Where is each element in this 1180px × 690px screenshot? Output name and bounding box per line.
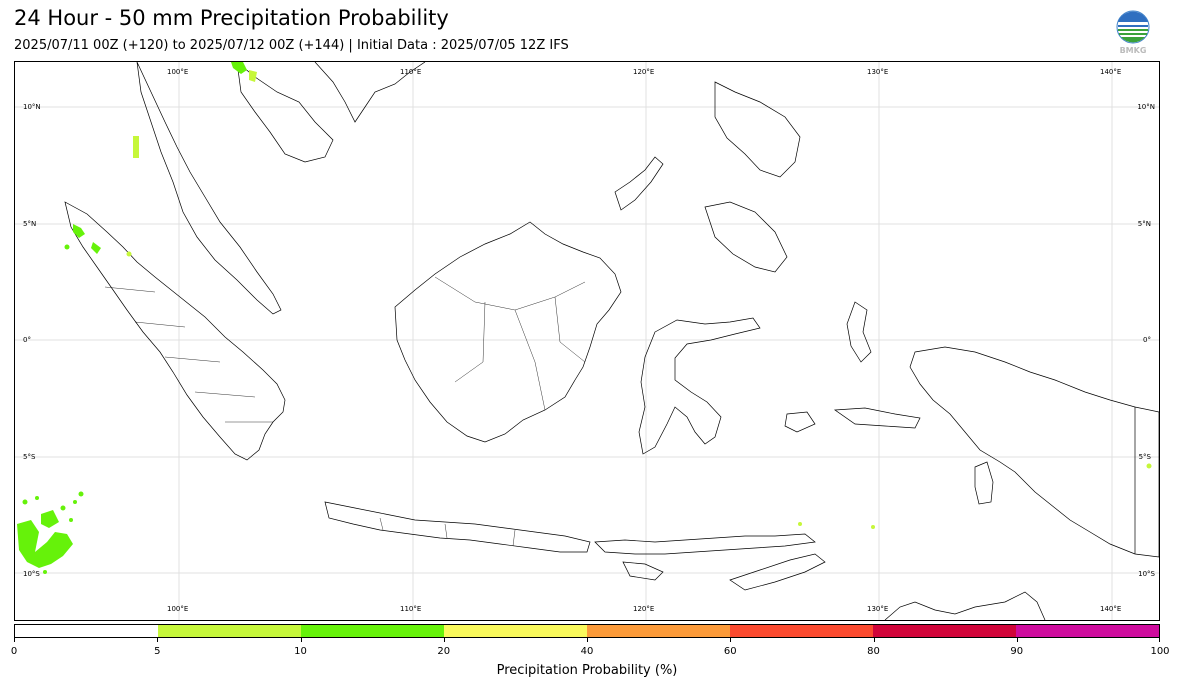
precip-patch-indian-ocean-2 [41, 510, 59, 528]
java-borders [379, 517, 516, 547]
indonesia-map: 100°E 110°E 120°E 130°E 140°E 100°E 110°… [14, 61, 1160, 621]
australia-coast [884, 591, 1046, 620]
precip-dot-6 [73, 500, 77, 504]
colorbar-tick [157, 638, 159, 642]
philippines [714, 81, 801, 178]
precip-dot-3 [22, 499, 28, 505]
sumatra-province-borders [104, 286, 273, 423]
colorbar-tick-label: 100 [1150, 646, 1170, 657]
colorbar-tick [587, 638, 588, 642]
colorbar-segment [873, 625, 1016, 637]
lesser-sunda [594, 533, 816, 555]
colorbar-segment [444, 625, 587, 637]
map-subtitle: 2025/07/11 00Z (+120) to 2025/07/12 00Z … [14, 38, 569, 53]
mindanao [704, 201, 788, 273]
precip-dot-10 [798, 522, 802, 526]
colorbar-tick-label: 80 [867, 646, 880, 657]
new-guinea [909, 346, 1159, 558]
precip-patch-indian-ocean [17, 520, 73, 568]
timor [729, 553, 826, 591]
sumatra-island [64, 201, 286, 461]
lat-label-right: 0° [1143, 336, 1151, 344]
aru [974, 461, 994, 505]
svg-text:BMKG: BMKG [1120, 46, 1147, 55]
precip-dot-1 [64, 244, 70, 250]
colorbar [14, 624, 1160, 638]
buru [784, 411, 816, 433]
colorbar-tick-label: 10 [294, 646, 307, 657]
halmahera [846, 301, 872, 363]
colorbar-tick-label: 20 [437, 646, 451, 657]
lon-label-top: 130°E [867, 68, 889, 76]
colorbar-tick-label: 60 [723, 646, 737, 657]
colorbar-tick-label: 0 [10, 646, 18, 657]
precip-dot-8 [69, 518, 73, 522]
precip-patch-north-2 [249, 70, 257, 82]
precip-patch-andaman [133, 136, 139, 158]
precip-dot-4 [35, 496, 39, 500]
colorbar-tick-label: 90 [1010, 646, 1024, 657]
colorbar-segment [1016, 625, 1159, 637]
vietnam-coast [314, 62, 426, 123]
indochina-coast [236, 62, 334, 163]
palawan [614, 156, 664, 211]
colorbar-segment [301, 625, 444, 637]
colorbar-segment [587, 625, 730, 637]
lon-label-bottom: 100°E [167, 605, 189, 613]
precip-dot-5 [60, 505, 66, 511]
precip-dot-12 [1146, 463, 1152, 469]
precip-dot-9 [43, 570, 47, 574]
sumba [622, 561, 664, 581]
colorbar-tick-label: 40 [580, 646, 594, 657]
precip-patch-aceh [73, 224, 85, 238]
map-canvas [15, 62, 1159, 620]
lon-label-top: 120°E [633, 68, 655, 76]
java-island [324, 501, 591, 553]
lon-label-bottom: 110°E [400, 605, 422, 613]
lat-label-left: 10°N [23, 103, 41, 111]
colorbar-segment [158, 625, 301, 637]
precip-dot-7 [78, 491, 84, 497]
colorbar-tick [14, 638, 15, 642]
colorbar-segment [730, 625, 873, 637]
seram [833, 407, 921, 429]
colorbar-tick-label: 5 [154, 646, 161, 657]
sulawesi-island [638, 317, 761, 455]
lat-label-left: 0° [23, 336, 31, 344]
lat-label-right: 10°S [1138, 570, 1155, 578]
map-graticule [15, 62, 1159, 620]
colorbar-title: Precipitation Probability (%) [496, 663, 678, 678]
lat-label-left: 5°N [23, 220, 37, 228]
borneo-island [394, 221, 622, 443]
precip-dot-2 [126, 251, 132, 257]
lon-label-bottom: 140°E [1100, 605, 1122, 613]
colorbar-tick [300, 638, 302, 642]
lat-label-left: 5°S [23, 453, 36, 461]
precip-dot-11 [871, 525, 875, 529]
precip-patch-aceh-2 [91, 242, 101, 254]
colorbar-tick [1016, 638, 1018, 642]
lon-label-top: 140°E [1100, 68, 1122, 76]
colorbar-tick [730, 638, 732, 642]
lon-label-top: 110°E [400, 68, 422, 76]
coastlines [64, 62, 1159, 620]
lon-label-bottom: 130°E [867, 605, 889, 613]
lat-label-right: 10°N [1137, 103, 1155, 111]
malay-peninsula [136, 62, 282, 315]
lat-label-right: 5°S [1138, 453, 1151, 461]
colorbar-tick [873, 638, 875, 642]
colorbar-tick [1159, 638, 1160, 642]
lon-label-bottom: 120°E [633, 605, 655, 613]
lat-label-left: 10°S [23, 570, 40, 578]
borneo-interior-borders [434, 276, 586, 411]
lat-label-right: 5°N [1137, 220, 1151, 228]
colorbar-tick [443, 638, 445, 642]
lon-label-top: 100°E [167, 68, 189, 76]
map-title: 24 Hour - 50 mm Precipitation Probabilit… [14, 6, 449, 30]
precipitation-areas [17, 62, 1152, 574]
bmkg-logo: BMKG [1116, 10, 1150, 55]
colorbar-segment [15, 625, 158, 637]
precip-patch-north [231, 62, 247, 74]
